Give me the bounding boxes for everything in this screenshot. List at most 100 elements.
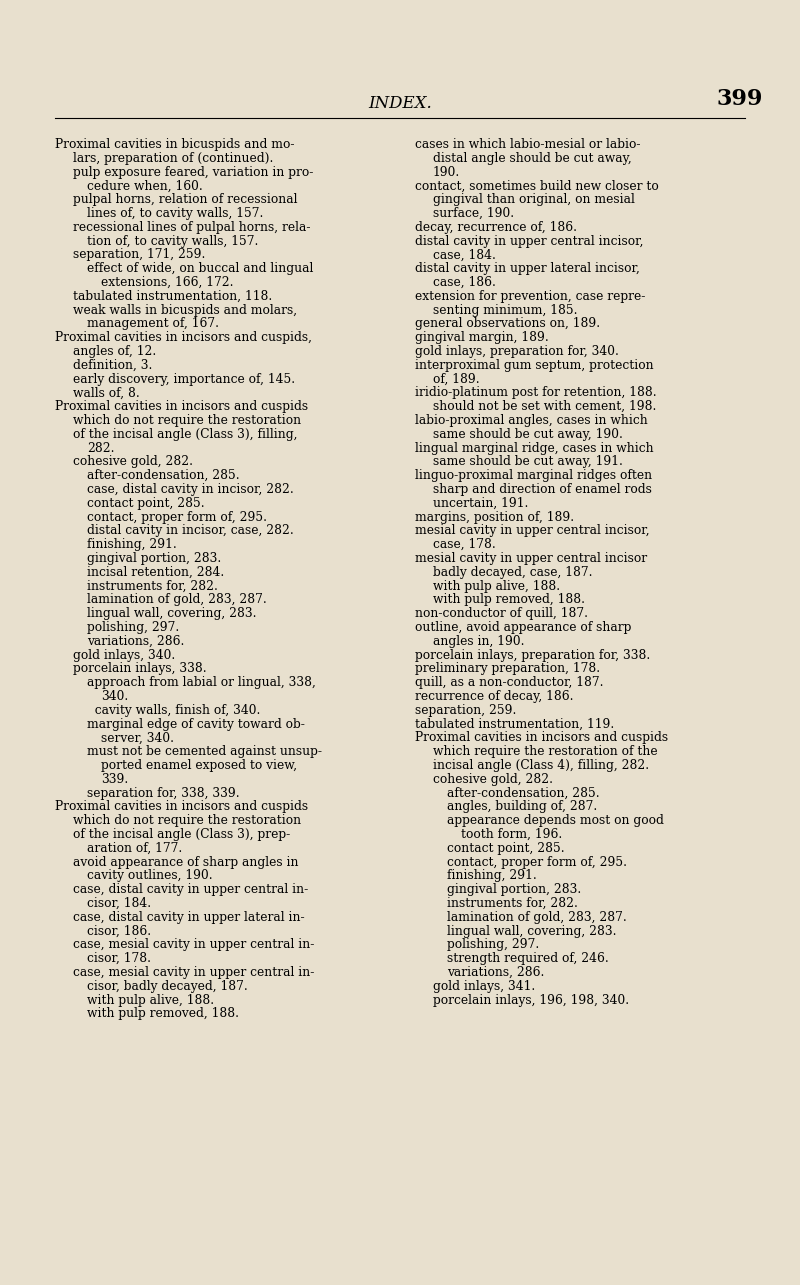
Text: polishing, 297.: polishing, 297. <box>87 621 179 634</box>
Text: cavity outlines, 190.: cavity outlines, 190. <box>87 870 213 883</box>
Text: lines of, to cavity walls, 157.: lines of, to cavity walls, 157. <box>87 207 263 220</box>
Text: ported enamel exposed to view,: ported enamel exposed to view, <box>101 759 297 772</box>
Text: lars, preparation of (continued).: lars, preparation of (continued). <box>73 152 274 164</box>
Text: interproximal gum septum, protection: interproximal gum septum, protection <box>415 359 654 371</box>
Text: 340.: 340. <box>101 690 128 703</box>
Text: separation, 171, 259.: separation, 171, 259. <box>73 248 206 261</box>
Text: cases in which labio-mesial or labio-: cases in which labio-mesial or labio- <box>415 137 641 152</box>
Text: gingival than original, on mesial: gingival than original, on mesial <box>433 193 635 206</box>
Text: cisor, 178.: cisor, 178. <box>87 952 151 965</box>
Text: quill, as a non-conductor, 187.: quill, as a non-conductor, 187. <box>415 676 603 689</box>
Text: incisal angle (Class 4), filling, 282.: incisal angle (Class 4), filling, 282. <box>433 759 649 772</box>
Text: 399: 399 <box>717 87 763 111</box>
Text: marginal edge of cavity toward ob-: marginal edge of cavity toward ob- <box>87 717 305 731</box>
Text: decay, recurrence of, 186.: decay, recurrence of, 186. <box>415 221 577 234</box>
Text: gold inlays, preparation for, 340.: gold inlays, preparation for, 340. <box>415 344 619 359</box>
Text: case, 184.: case, 184. <box>433 248 496 261</box>
Text: distal cavity in upper central incisor,: distal cavity in upper central incisor, <box>415 235 643 248</box>
Text: lamination of gold, 283, 287.: lamination of gold, 283, 287. <box>447 911 626 924</box>
Text: uncertain, 191.: uncertain, 191. <box>433 497 528 510</box>
Text: with pulp alive, 188.: with pulp alive, 188. <box>433 580 560 592</box>
Text: badly decayed, case, 187.: badly decayed, case, 187. <box>433 565 593 578</box>
Text: separation, 259.: separation, 259. <box>415 704 516 717</box>
Text: management of, 167.: management of, 167. <box>87 317 219 330</box>
Text: strength required of, 246.: strength required of, 246. <box>447 952 609 965</box>
Text: labio-proximal angles, cases in which: labio-proximal angles, cases in which <box>415 414 648 427</box>
Text: which require the restoration of the: which require the restoration of the <box>433 745 658 758</box>
Text: lamination of gold, 283, 287.: lamination of gold, 283, 287. <box>87 594 266 607</box>
Text: recurrence of decay, 186.: recurrence of decay, 186. <box>415 690 574 703</box>
Text: angles of, 12.: angles of, 12. <box>73 344 156 359</box>
Text: which do not require the restoration: which do not require the restoration <box>73 414 301 427</box>
Text: contact point, 285.: contact point, 285. <box>87 497 205 510</box>
Text: tabulated instrumentation, 119.: tabulated instrumentation, 119. <box>415 717 614 731</box>
Text: INDEX.: INDEX. <box>368 95 432 112</box>
Text: Proximal cavities in bicuspids and mo-: Proximal cavities in bicuspids and mo- <box>55 137 294 152</box>
Text: contact, sometimes build new closer to: contact, sometimes build new closer to <box>415 180 658 193</box>
Text: lingual marginal ridge, cases in which: lingual marginal ridge, cases in which <box>415 442 654 455</box>
Text: weak walls in bicuspids and molars,: weak walls in bicuspids and molars, <box>73 303 297 316</box>
Text: polishing, 297.: polishing, 297. <box>447 938 539 951</box>
Text: gingival portion, 283.: gingival portion, 283. <box>447 883 582 896</box>
Text: gold inlays, 341.: gold inlays, 341. <box>433 979 535 993</box>
Text: with pulp removed, 188.: with pulp removed, 188. <box>433 594 585 607</box>
Text: tooth form, 196.: tooth form, 196. <box>461 828 562 840</box>
Text: case, distal cavity in incisor, 282.: case, distal cavity in incisor, 282. <box>87 483 294 496</box>
Text: with pulp alive, 188.: with pulp alive, 188. <box>87 993 214 1006</box>
Text: gingival margin, 189.: gingival margin, 189. <box>415 332 549 344</box>
Text: surface, 190.: surface, 190. <box>433 207 514 220</box>
Text: lingual wall, covering, 283.: lingual wall, covering, 283. <box>87 608 257 621</box>
Text: of, 189.: of, 189. <box>433 373 480 386</box>
Text: preliminary preparation, 178.: preliminary preparation, 178. <box>415 662 600 676</box>
Text: variations, 286.: variations, 286. <box>447 966 544 979</box>
Text: distal cavity in incisor, case, 282.: distal cavity in incisor, case, 282. <box>87 524 294 537</box>
Text: porcelain inlays, preparation for, 338.: porcelain inlays, preparation for, 338. <box>415 649 650 662</box>
Text: cohesive gold, 282.: cohesive gold, 282. <box>73 455 193 469</box>
Text: porcelain inlays, 338.: porcelain inlays, 338. <box>73 662 206 676</box>
Text: avoid appearance of sharp angles in: avoid appearance of sharp angles in <box>73 856 298 869</box>
Text: walls of, 8.: walls of, 8. <box>73 387 140 400</box>
Text: case, 178.: case, 178. <box>433 538 496 551</box>
Text: 339.: 339. <box>101 772 128 786</box>
Text: pulp exposure feared, variation in pro-: pulp exposure feared, variation in pro- <box>73 166 314 179</box>
Text: Proximal cavities in incisors and cuspids,: Proximal cavities in incisors and cuspid… <box>55 332 312 344</box>
Text: extension for prevention, case repre-: extension for prevention, case repre- <box>415 290 646 303</box>
Text: extensions, 166, 172.: extensions, 166, 172. <box>101 276 234 289</box>
Text: variations, 286.: variations, 286. <box>87 635 184 648</box>
Text: general observations on, 189.: general observations on, 189. <box>415 317 600 330</box>
Text: with pulp removed, 188.: with pulp removed, 188. <box>87 1007 239 1020</box>
Text: mesial cavity in upper central incisor,: mesial cavity in upper central incisor, <box>415 524 650 537</box>
Text: case, 186.: case, 186. <box>433 276 496 289</box>
Text: porcelain inlays, 196, 198, 340.: porcelain inlays, 196, 198, 340. <box>433 993 629 1006</box>
Text: early discovery, importance of, 145.: early discovery, importance of, 145. <box>73 373 295 386</box>
Text: case, mesial cavity in upper central in-: case, mesial cavity in upper central in- <box>73 966 314 979</box>
Text: same should be cut away, 191.: same should be cut away, 191. <box>433 455 623 469</box>
Text: cisor, 186.: cisor, 186. <box>87 925 151 938</box>
Text: 282.: 282. <box>87 442 114 455</box>
Text: instruments for, 282.: instruments for, 282. <box>447 897 578 910</box>
Text: cedure when, 160.: cedure when, 160. <box>87 180 202 193</box>
Text: pulpal horns, relation of recessional: pulpal horns, relation of recessional <box>73 193 298 206</box>
Text: aration of, 177.: aration of, 177. <box>87 842 182 855</box>
Text: after-condensation, 285.: after-condensation, 285. <box>87 469 240 482</box>
Text: lingual wall, covering, 283.: lingual wall, covering, 283. <box>447 925 617 938</box>
Text: cavity walls, finish of, 340.: cavity walls, finish of, 340. <box>87 704 260 717</box>
Text: which do not require the restoration: which do not require the restoration <box>73 815 301 828</box>
Text: case, distal cavity in upper central in-: case, distal cavity in upper central in- <box>73 883 308 896</box>
Text: definition, 3.: definition, 3. <box>73 359 152 371</box>
Text: cohesive gold, 282.: cohesive gold, 282. <box>433 772 553 786</box>
Text: contact point, 285.: contact point, 285. <box>447 842 565 855</box>
Text: cisor, badly decayed, 187.: cisor, badly decayed, 187. <box>87 979 248 993</box>
Text: instruments for, 282.: instruments for, 282. <box>87 580 218 592</box>
Text: recessional lines of pulpal horns, rela-: recessional lines of pulpal horns, rela- <box>73 221 310 234</box>
Text: finishing, 291.: finishing, 291. <box>87 538 177 551</box>
Text: incisal retention, 284.: incisal retention, 284. <box>87 565 224 578</box>
Text: of the incisal angle (Class 3), filling,: of the incisal angle (Class 3), filling, <box>73 428 298 441</box>
Text: separation for, 338, 339.: separation for, 338, 339. <box>87 786 240 799</box>
Text: Proximal cavities in incisors and cuspids: Proximal cavities in incisors and cuspid… <box>55 400 308 414</box>
Text: linguo-proximal marginal ridges often: linguo-proximal marginal ridges often <box>415 469 652 482</box>
Text: after-condensation, 285.: after-condensation, 285. <box>447 786 600 799</box>
Text: 190.: 190. <box>433 166 460 179</box>
Text: tion of, to cavity walls, 157.: tion of, to cavity walls, 157. <box>87 235 258 248</box>
Text: gingival portion, 283.: gingival portion, 283. <box>87 553 222 565</box>
